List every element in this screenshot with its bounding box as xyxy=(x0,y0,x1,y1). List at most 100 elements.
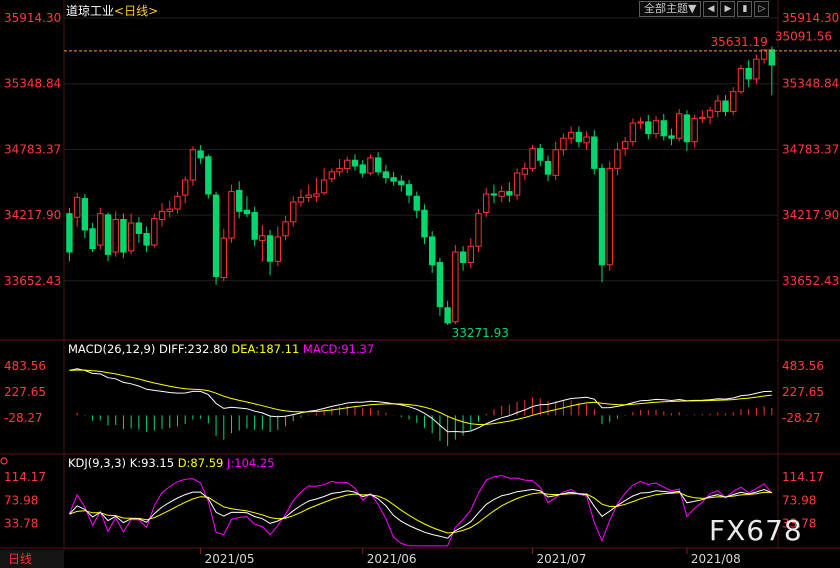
candle-body xyxy=(274,236,282,262)
macd-tick-right-0: 483.56 xyxy=(782,359,824,373)
candle-body xyxy=(753,58,760,80)
candle-body xyxy=(560,137,567,151)
candle-body xyxy=(652,120,660,135)
candle-body xyxy=(645,121,652,135)
kdj-tick-left-1: 73.98 xyxy=(4,493,38,507)
kdj-label: KDJ(9,3,3) xyxy=(68,456,127,470)
candle-body xyxy=(444,307,451,324)
candle-body xyxy=(428,236,436,266)
macd-tick-left-2: -28.27 xyxy=(4,411,43,425)
candle-body xyxy=(66,213,73,253)
candle-body xyxy=(467,245,474,263)
scroll-right-icon[interactable]: ▶ xyxy=(720,1,736,17)
candle-body xyxy=(305,194,312,198)
candle-body xyxy=(135,222,143,234)
candle-body xyxy=(228,191,235,239)
kdj-tick-right-0: 114.17 xyxy=(782,470,824,484)
symbol-title: 道琼工业<日线> xyxy=(66,2,158,19)
candle-body xyxy=(351,159,359,167)
candle-body xyxy=(591,136,598,169)
candle-body xyxy=(282,221,289,237)
play-icon[interactable]: ▷ xyxy=(754,1,770,17)
price-tick-left-3: 34217.90 xyxy=(4,208,61,222)
macd-value-label: MACD:91.37 xyxy=(302,342,375,356)
chart-toolbar: 全部主题▼ ◀ ▶ ▮ ▷ xyxy=(639,1,770,17)
candle-body xyxy=(598,167,606,266)
candle-body xyxy=(699,116,706,119)
candle-body xyxy=(73,196,81,218)
candle-body xyxy=(328,171,336,180)
candle-body xyxy=(382,171,390,179)
candle-body xyxy=(483,193,490,214)
candle-body xyxy=(421,209,428,238)
candle-body xyxy=(413,195,420,211)
kdj-tick-left-2: 33.78 xyxy=(4,517,38,531)
candle-body xyxy=(745,67,752,80)
x-label-2: 2021/07 xyxy=(537,552,587,566)
candle-body xyxy=(212,194,220,277)
candle-body xyxy=(336,167,343,173)
price-tick-left-0: 35914.30 xyxy=(4,11,61,25)
candle-body xyxy=(297,196,305,203)
candle-body xyxy=(120,218,127,253)
candle-body xyxy=(220,237,227,279)
k-label: K:93.15 xyxy=(129,456,175,470)
candle-body xyxy=(691,117,698,143)
price-tick-right-3: 34217.90 xyxy=(782,208,839,222)
candle-body xyxy=(730,91,737,112)
fx678-watermark: FX678 xyxy=(709,514,803,547)
price-tick-left-1: 35348.84 xyxy=(4,77,61,91)
macd-label: MACD(26,12,9) xyxy=(68,342,156,356)
candle-body xyxy=(405,184,413,196)
candle-body xyxy=(722,100,729,112)
candle-body xyxy=(158,210,166,220)
kdj-legend: KDJ(9,3,3) K:93.15 D:87.59 J:104.25 xyxy=(68,456,275,470)
candle-body xyxy=(181,179,189,196)
x-label-0: 2021/05 xyxy=(205,552,255,566)
scroll-left-icon[interactable]: ◀ xyxy=(703,1,719,17)
j-line xyxy=(68,474,773,547)
candle-body xyxy=(583,136,590,144)
price-tick-right-1: 35348.84 xyxy=(782,77,839,91)
candle-body xyxy=(660,120,667,137)
price-tick-right-4: 33652.43 xyxy=(782,274,839,288)
candle-body xyxy=(637,121,644,124)
dea-label: DEA:187.11 xyxy=(231,342,300,356)
candle-body xyxy=(737,67,745,93)
candle-body xyxy=(243,209,251,215)
candle-body xyxy=(606,167,613,266)
price-tick-right-2: 34783.37 xyxy=(782,142,839,156)
candle-body xyxy=(552,149,559,176)
candle-body xyxy=(668,135,675,139)
candle-body xyxy=(768,49,776,66)
candle-body xyxy=(398,180,405,186)
d-line xyxy=(69,491,772,534)
candle-body xyxy=(344,159,351,169)
candle-body xyxy=(143,232,150,246)
dea-line xyxy=(69,369,772,426)
candle-body xyxy=(621,141,629,150)
high-price-label: 35091.56 xyxy=(775,29,832,43)
candle-body xyxy=(174,195,181,210)
candle-body xyxy=(189,149,197,181)
candle-body xyxy=(259,235,266,241)
candle-body xyxy=(81,198,89,231)
candle-body xyxy=(683,114,691,143)
candle-body xyxy=(490,193,498,196)
period-tab[interactable]: 日线 xyxy=(0,550,64,568)
candle-body xyxy=(251,212,258,240)
macd-tick-left-1: 227.65 xyxy=(4,385,46,399)
candle-body xyxy=(436,261,444,308)
candle-body xyxy=(313,193,320,197)
price-tick-left-2: 34783.37 xyxy=(4,142,61,156)
candle-body xyxy=(320,179,328,194)
candle-body xyxy=(290,201,297,223)
theme-select[interactable]: 全部主题▼ xyxy=(639,1,702,17)
candle-body xyxy=(459,251,467,263)
candle-body xyxy=(521,167,529,175)
diff-label: DIFF:232.80 xyxy=(159,342,228,356)
candle-body xyxy=(266,235,274,262)
pause-icon[interactable]: ▮ xyxy=(737,1,753,17)
candle-body xyxy=(575,131,583,143)
